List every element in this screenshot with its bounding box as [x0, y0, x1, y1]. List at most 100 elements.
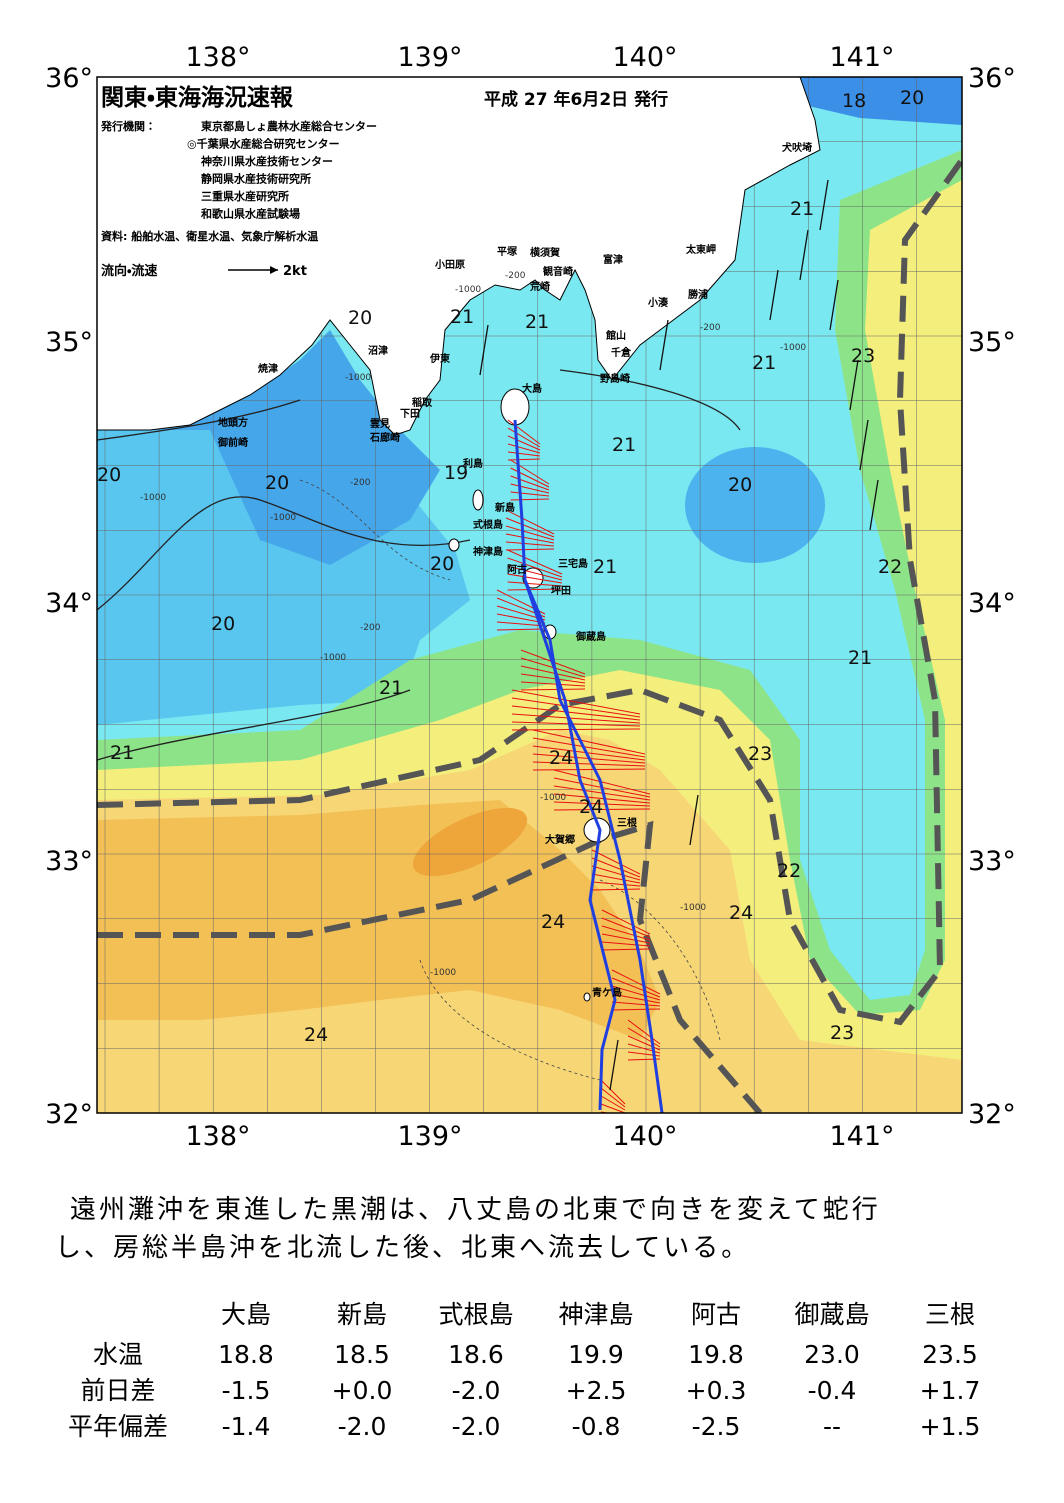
map-frame [96, 76, 963, 1114]
table-cell: 19.9 [568, 1340, 624, 1369]
current-vector [507, 573, 563, 584]
place-name: 観音崎 [543, 265, 573, 278]
place-name: 大賀郷 [545, 833, 575, 846]
current-vector [532, 729, 646, 755]
temperature-label: 24 [579, 796, 603, 818]
table-cell: -1.4 [222, 1412, 271, 1441]
sea-18 [790, 77, 962, 125]
island [448, 538, 460, 552]
current-vector [611, 1001, 661, 1007]
current-vector [591, 881, 641, 887]
table-header: 御蔵島 [794, 1300, 869, 1329]
current-vector [520, 673, 586, 684]
current-vector [507, 581, 563, 587]
place-name: 太東岬 [685, 243, 716, 256]
current-vector [505, 548, 555, 551]
issuer: 神奈川県水産技術センター [200, 154, 333, 168]
place-name: 利島 [463, 457, 483, 470]
current-vector [479, 324, 489, 376]
current-vector [609, 1039, 619, 1091]
table-header: 阿古 [691, 1300, 741, 1329]
place-name: 御蔵島 [575, 630, 606, 643]
axis-label: 33° [45, 846, 93, 877]
current-vector [859, 419, 869, 471]
current-vector [591, 857, 641, 878]
axis-label: 35° [45, 327, 93, 358]
current-vector [611, 1008, 661, 1011]
current-vector [505, 509, 555, 535]
table-cell: -2.0 [452, 1412, 501, 1441]
place-name: 雲見 [370, 418, 390, 430]
depth-label: -1000 [430, 968, 456, 978]
temperature-label: 22 [878, 556, 902, 578]
temperature-label: 20 [430, 553, 454, 575]
current-vector [510, 475, 550, 491]
current-vector [601, 917, 651, 938]
title: 関東・東海海況速報 [101, 84, 294, 111]
table-header: 新島 [337, 1300, 387, 1329]
current-vector [532, 745, 646, 761]
description: 遠州灘沖を東進した黒潮は、八丈島の北東で向きを変えて蛇行 [70, 1195, 881, 1225]
current-vector [520, 681, 586, 687]
current-vector [611, 969, 661, 995]
table-cell: 23.0 [804, 1340, 860, 1369]
place-name: 式根島 [473, 518, 503, 531]
issuer: ◎千葉県水産総合研究センター [187, 137, 340, 151]
axis-label: 139° [397, 42, 462, 73]
place-name: 千倉 [611, 346, 632, 359]
place-name: 三宅島 [558, 557, 588, 570]
sea-20-east [685, 447, 825, 563]
temperature-label: 21 [110, 742, 134, 764]
issuer: 東京都島しょ農林水産総合センター [201, 119, 377, 133]
source: 資料: 船舶水温、衛星水温、気象庁解析水温 [101, 229, 318, 243]
current-vector [627, 1019, 661, 1045]
axis-label: 141° [829, 42, 894, 73]
temperature-label: 22 [777, 860, 801, 882]
axis-label: 33° [968, 846, 1016, 877]
issuer-label: 発行機関： [100, 119, 156, 133]
temperature-label: 24 [541, 911, 565, 933]
axis-label: 138° [185, 1121, 250, 1152]
row-label: 水温 [93, 1340, 143, 1369]
island [583, 992, 591, 1002]
current-vector [505, 541, 555, 547]
place-name: 横須賀 [530, 246, 560, 259]
temperature-label: 18 [842, 90, 866, 112]
current-vector [591, 888, 641, 891]
current-vector [591, 873, 641, 884]
current-vector [869, 479, 879, 531]
kuroshio-edge [97, 820, 763, 1113]
current-vector [507, 451, 541, 457]
isotherm [97, 369, 741, 761]
table-cell: -0.4 [808, 1376, 857, 1405]
island [472, 489, 484, 511]
temperature-label: 21 [450, 306, 474, 328]
current-vector [510, 491, 550, 497]
current-vector [496, 628, 546, 631]
depth-label: -1000 [680, 903, 706, 913]
current-vector [601, 941, 651, 947]
current-vector [532, 737, 646, 758]
current-vector [511, 697, 641, 718]
issue-date: 平成 27 年6月2日 発行 [484, 89, 668, 110]
current-vector [520, 665, 586, 681]
place-name: 荒崎 [529, 280, 550, 293]
current-vector [591, 849, 641, 875]
place-name: 新島 [494, 501, 515, 514]
depth-label: -1000 [320, 653, 346, 663]
temperature-label: 23 [851, 345, 875, 367]
land [97, 77, 821, 436]
depth-label: -200 [360, 623, 381, 633]
current-vector [600, 1095, 626, 1111]
temperature-label: 24 [729, 902, 753, 924]
axis-label: 138° [185, 42, 250, 73]
current-vector [510, 498, 550, 501]
place-name: 大島 [522, 382, 542, 395]
current-vector [601, 933, 651, 944]
place-name: 石廊崎 [369, 431, 400, 444]
legend-arrow-head [270, 266, 278, 274]
row-label: 平年偏差 [68, 1412, 168, 1441]
temperature-label: 21 [612, 434, 636, 456]
place-name: 勝浦 [688, 288, 708, 301]
row-label: 前日差 [80, 1376, 155, 1405]
